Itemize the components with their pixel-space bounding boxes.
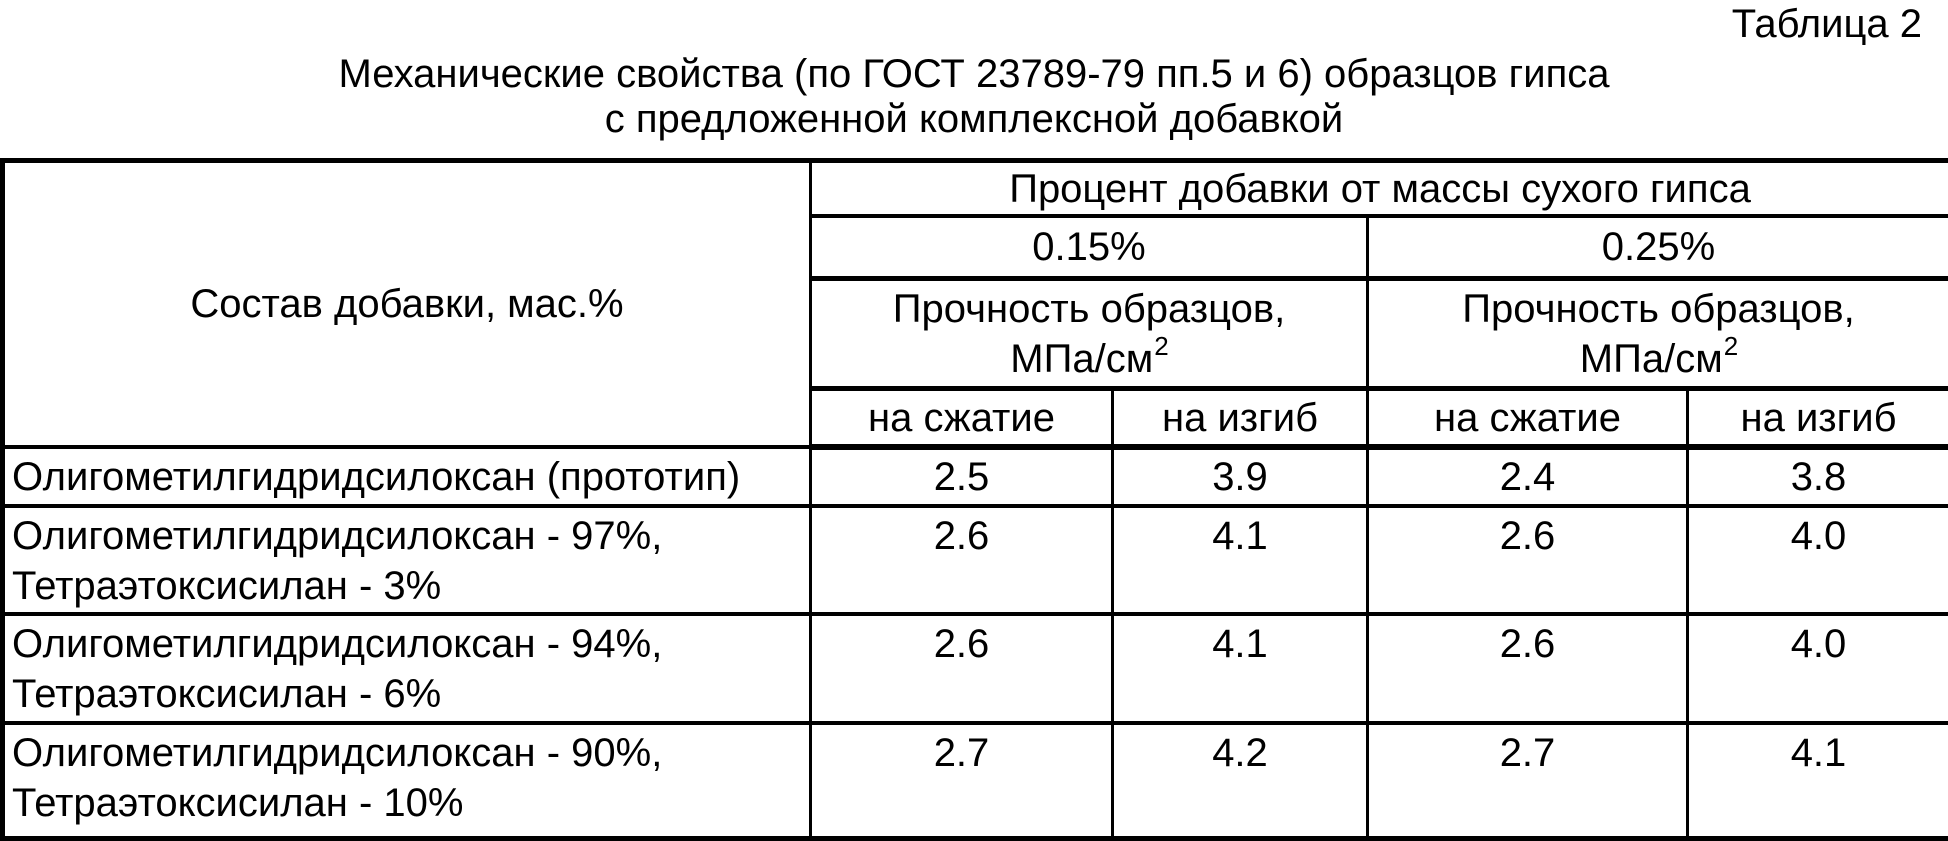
subheader-bending-025: на изгиб xyxy=(1688,389,1948,448)
value-cell: 4.1 xyxy=(1688,723,1948,839)
strength-header-unit: МПа/см xyxy=(1580,337,1723,381)
superscript-2: 2 xyxy=(1154,331,1168,361)
value-cell: 4.2 xyxy=(1113,723,1368,839)
mechanical-properties-table: Состав добавки, мас.% Процент добавки от… xyxy=(0,158,1948,841)
table-number-label: Таблица 2 xyxy=(1732,2,1922,46)
value-cell: 2.6 xyxy=(1368,506,1688,614)
dose-level-015-header: 0.15% xyxy=(811,216,1368,279)
strength-header-015: Прочность образцов, МПа/см2 xyxy=(811,279,1368,389)
row-label: Олигометилгидридсилоксан - 94%, Тетраэто… xyxy=(3,614,811,723)
strength-header-025: Прочность образцов, МПа/см2 xyxy=(1368,279,1948,389)
table-row: Олигометилгидридсилоксан - 94%, Тетраэто… xyxy=(3,614,1948,723)
value-cell: 3.9 xyxy=(1113,447,1368,506)
subheader-bending-015: на изгиб xyxy=(1113,389,1368,448)
table-row: Олигометилгидридсилоксан (прототип) 2.5 … xyxy=(3,447,1948,506)
value-cell: 4.1 xyxy=(1113,614,1368,723)
table-row: Олигометилгидридсилоксан - 90%, Тетраэто… xyxy=(3,723,1948,839)
value-cell: 3.8 xyxy=(1688,447,1948,506)
superscript-2: 2 xyxy=(1724,331,1738,361)
value-cell: 2.7 xyxy=(811,723,1113,839)
table-row: Олигометилгидридсилоксан - 97%, Тетраэто… xyxy=(3,506,1948,614)
composition-column-header: Состав добавки, мас.% xyxy=(3,161,811,448)
value-cell: 4.0 xyxy=(1688,614,1948,723)
row-label: Олигометилгидридсилоксан - 90%, Тетраэто… xyxy=(3,723,811,839)
strength-header-unit: МПа/см xyxy=(1010,337,1153,381)
strength-header-line1: Прочность образцов, xyxy=(893,287,1285,331)
value-cell: 2.5 xyxy=(811,447,1113,506)
row-label: Олигометилгидридсилоксан - 97%, Тетраэто… xyxy=(3,506,811,614)
value-cell: 4.0 xyxy=(1688,506,1948,614)
value-cell: 2.6 xyxy=(811,506,1113,614)
value-cell: 2.4 xyxy=(1368,447,1688,506)
row-label: Олигометилгидридсилоксан (прототип) xyxy=(3,447,811,506)
header-row-percent: Состав добавки, мас.% Процент добавки от… xyxy=(3,161,1948,217)
value-cell: 4.1 xyxy=(1113,506,1368,614)
table-caption: Механические свойства (по ГОСТ 23789-79 … xyxy=(0,52,1948,142)
subheader-compression-015: на сжатие xyxy=(811,389,1113,448)
percent-of-dry-gypsum-header: Процент добавки от массы сухого гипса xyxy=(811,161,1948,217)
strength-header-line1: Прочность образцов, xyxy=(1462,287,1854,331)
dose-level-025-header: 0.25% xyxy=(1368,216,1948,279)
caption-line-1: Механические свойства (по ГОСТ 23789-79 … xyxy=(0,52,1948,97)
value-cell: 2.6 xyxy=(1368,614,1688,723)
caption-line-2: с предложенной комплексной добавкой xyxy=(0,97,1948,142)
subheader-compression-025: на сжатие xyxy=(1368,389,1688,448)
value-cell: 2.6 xyxy=(811,614,1113,723)
value-cell: 2.7 xyxy=(1368,723,1688,839)
